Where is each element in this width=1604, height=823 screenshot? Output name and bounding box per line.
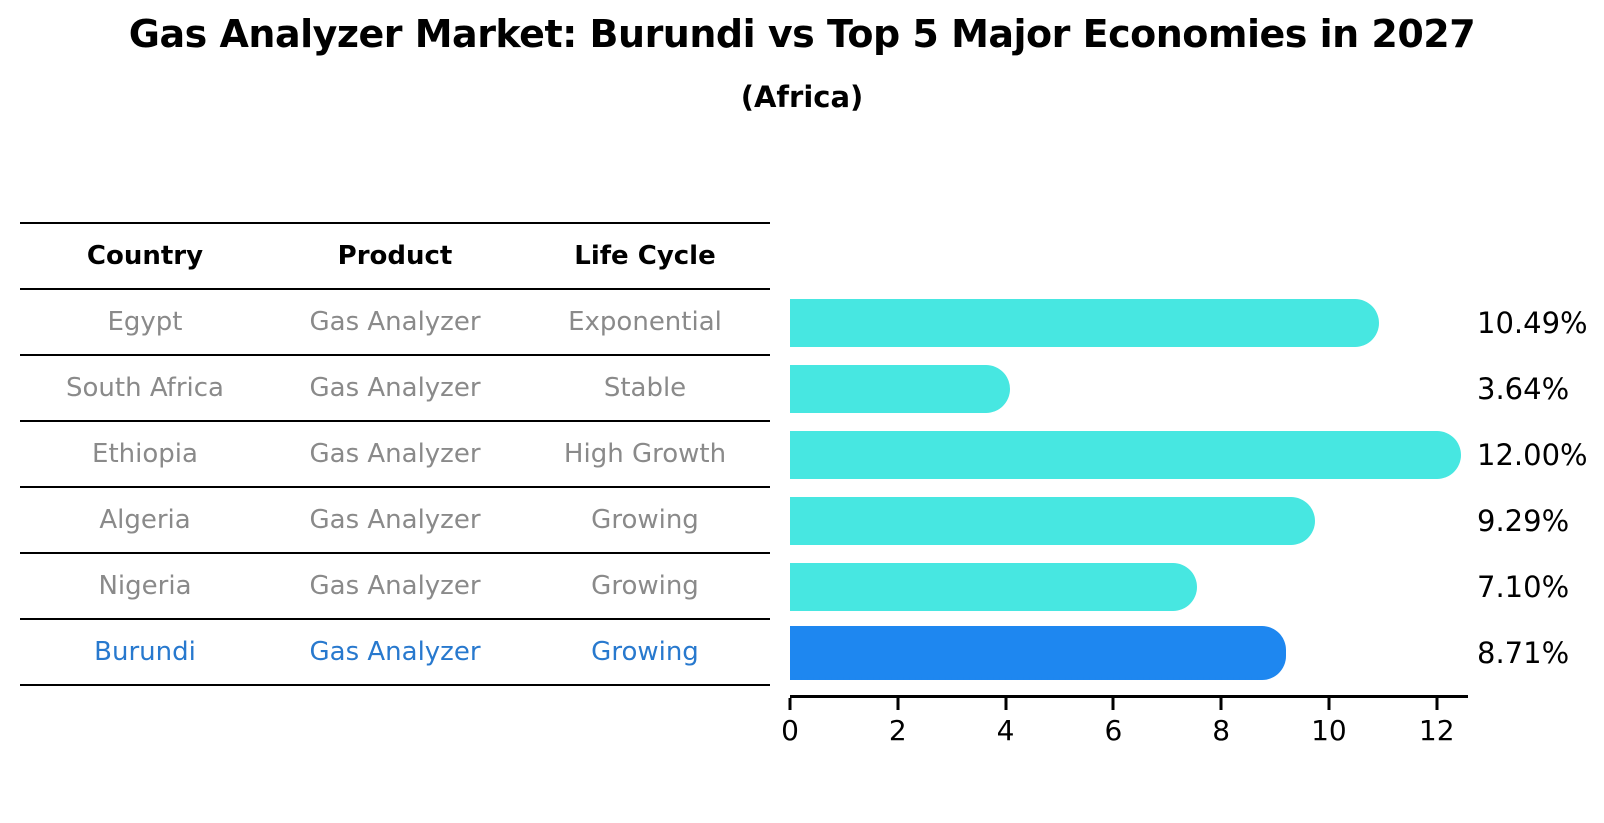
table-header-row: Country Product Life Cycle	[20, 222, 770, 290]
value-label-burundi: 8.71%	[1477, 636, 1570, 670]
bar-burundi-highlight	[790, 626, 1287, 680]
x-tick-label: 8	[1212, 714, 1231, 747]
table-header-country: Country	[86, 241, 204, 271]
bar-row	[790, 290, 1468, 356]
chart-subtitle: (Africa)	[740, 80, 864, 114]
bar-algeria	[790, 497, 1315, 545]
table-row: Nigeria Gas Analyzer Growing	[20, 554, 770, 620]
x-tick-mark	[1219, 698, 1223, 710]
x-axis-ticks: 0 2 4 6 8 10 12	[781, 698, 1468, 748]
product-cell: Gas Analyzer	[309, 571, 481, 601]
table-row: Egypt Gas Analyzer Exponential	[20, 290, 770, 356]
x-axis-line	[790, 695, 1468, 698]
lifecycle-cell: Growing	[591, 505, 699, 535]
lifecycle-cell: Stable	[603, 373, 687, 403]
bar-south-africa	[790, 365, 1011, 413]
value-label-south-africa: 3.64%	[1477, 372, 1570, 406]
country-cell: Nigeria	[98, 571, 192, 601]
table-header-product: Product	[337, 241, 453, 271]
table-row: Ethiopia Gas Analyzer High Growth	[20, 422, 770, 488]
x-tick-label: 6	[1104, 714, 1123, 747]
product-cell: Gas Analyzer	[309, 307, 481, 337]
x-tick-mark	[1435, 698, 1439, 710]
bar-plot-area	[790, 290, 1468, 686]
value-label-nigeria: 7.10%	[1477, 570, 1570, 604]
country-cell: Egypt	[107, 307, 183, 337]
bar-row	[790, 554, 1468, 620]
x-tick-label: 2	[888, 714, 907, 747]
product-cell: Gas Analyzer	[309, 505, 481, 535]
x-tick-mark	[896, 698, 900, 710]
bar-row	[790, 620, 1468, 686]
bar-row	[790, 488, 1468, 554]
x-tick-mark	[1111, 698, 1115, 710]
bar-ethiopia	[790, 431, 1461, 479]
lifecycle-cell: Exponential	[568, 307, 722, 337]
lifecycle-cell: Growing	[591, 637, 699, 667]
x-tick-label: 4	[996, 714, 1015, 747]
x-tick-label: 0	[781, 714, 799, 747]
country-table: Country Product Life Cycle Egypt Gas Ana…	[20, 222, 770, 686]
product-cell: Gas Analyzer	[309, 373, 481, 403]
country-cell: Ethiopia	[92, 439, 198, 469]
value-label-algeria: 9.29%	[1477, 504, 1570, 538]
product-cell: Gas Analyzer	[309, 439, 481, 469]
country-cell: Algeria	[99, 505, 191, 535]
x-tick-mark	[788, 698, 792, 710]
table-row: South Africa Gas Analyzer Stable	[20, 356, 770, 422]
product-cell: Gas Analyzer	[309, 637, 481, 667]
table-header-lifecycle: Life Cycle	[574, 241, 716, 271]
x-tick-label: 12	[1418, 714, 1455, 747]
bar-egypt	[790, 299, 1380, 347]
chart-title: Gas Analyzer Market: Burundi vs Top 5 Ma…	[128, 12, 1476, 56]
table-row: Algeria Gas Analyzer Growing	[20, 488, 770, 554]
country-cell: Burundi	[94, 637, 196, 667]
x-tick-mark	[1004, 698, 1008, 710]
value-label-ethiopia: 12.00%	[1477, 438, 1588, 472]
bar-row	[790, 422, 1468, 488]
table-row-burundi-highlight: Burundi Gas Analyzer Growing	[20, 620, 770, 686]
bar-row	[790, 356, 1468, 422]
lifecycle-cell: High Growth	[563, 439, 727, 469]
x-tick-label: 10	[1311, 714, 1347, 747]
x-tick-mark	[1327, 698, 1331, 710]
lifecycle-cell: Growing	[591, 571, 699, 601]
country-cell: South Africa	[66, 373, 224, 403]
bar-nigeria	[790, 563, 1197, 611]
value-label-egypt: 10.49%	[1477, 306, 1588, 340]
